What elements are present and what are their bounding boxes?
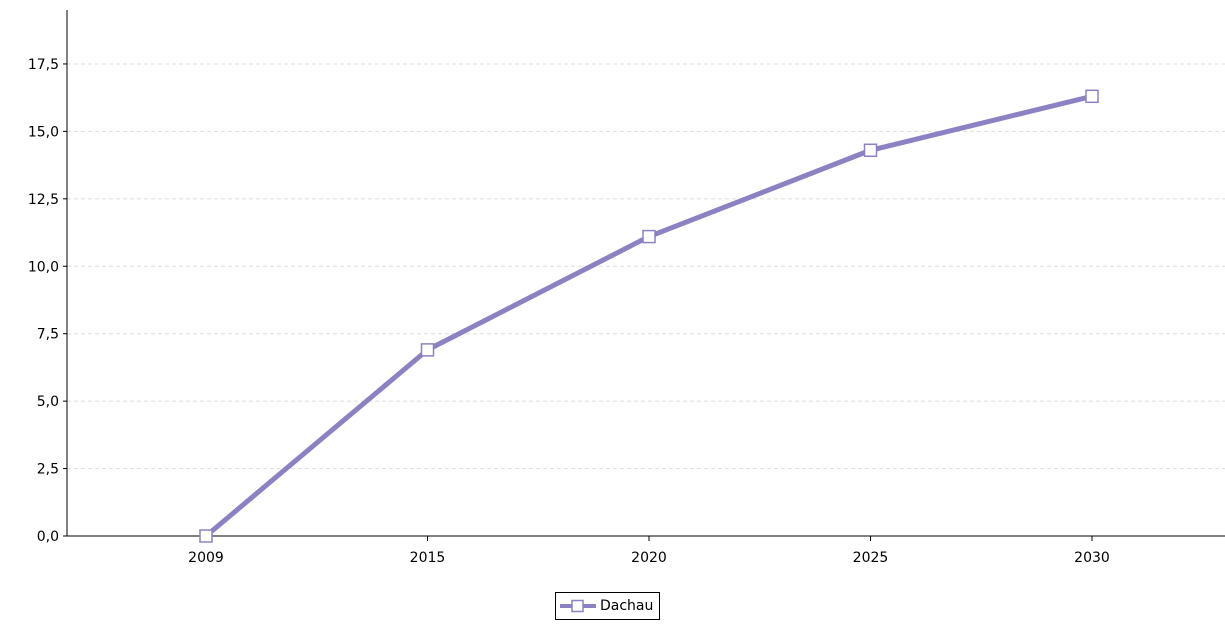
x-tick-label: 2025 (853, 550, 889, 566)
data-point-marker (642, 229, 656, 244)
gridlines (67, 63, 1225, 470)
y-tick-label: 17,5 (28, 57, 59, 73)
legend-swatch-icon (560, 599, 596, 613)
axes (66, 10, 1225, 537)
data-point-marker (863, 143, 878, 158)
y-tick-label: 2,5 (37, 462, 59, 478)
y-tick-label: 0,0 (37, 529, 59, 545)
y-tick-label: 7,5 (37, 327, 59, 343)
legend-label: Dachau (600, 598, 654, 614)
y-ticks: 0,0 2,5 5,0 7,5 10,0 12,5 15,0 17,5 (28, 57, 67, 545)
legend: Dachau (555, 592, 661, 620)
x-tick-label: 2009 (188, 550, 224, 566)
data-point-marker (1085, 89, 1099, 104)
series-group (199, 89, 1099, 543)
x-tick-label: 2020 (631, 550, 667, 566)
y-tick-label: 10,0 (28, 259, 59, 275)
y-tick-label: 12,5 (28, 192, 59, 208)
x-tick-label: 2030 (1074, 550, 1110, 566)
y-tick-label: 15,0 (28, 124, 59, 140)
data-point-marker (420, 343, 435, 357)
series-line (204, 93, 1093, 538)
y-tick-label: 5,0 (37, 394, 59, 410)
x-tick-label: 2015 (410, 550, 446, 566)
x-ticks: 2009 2015 2020 2025 2030 (188, 536, 1110, 566)
data-point-marker (199, 529, 213, 543)
